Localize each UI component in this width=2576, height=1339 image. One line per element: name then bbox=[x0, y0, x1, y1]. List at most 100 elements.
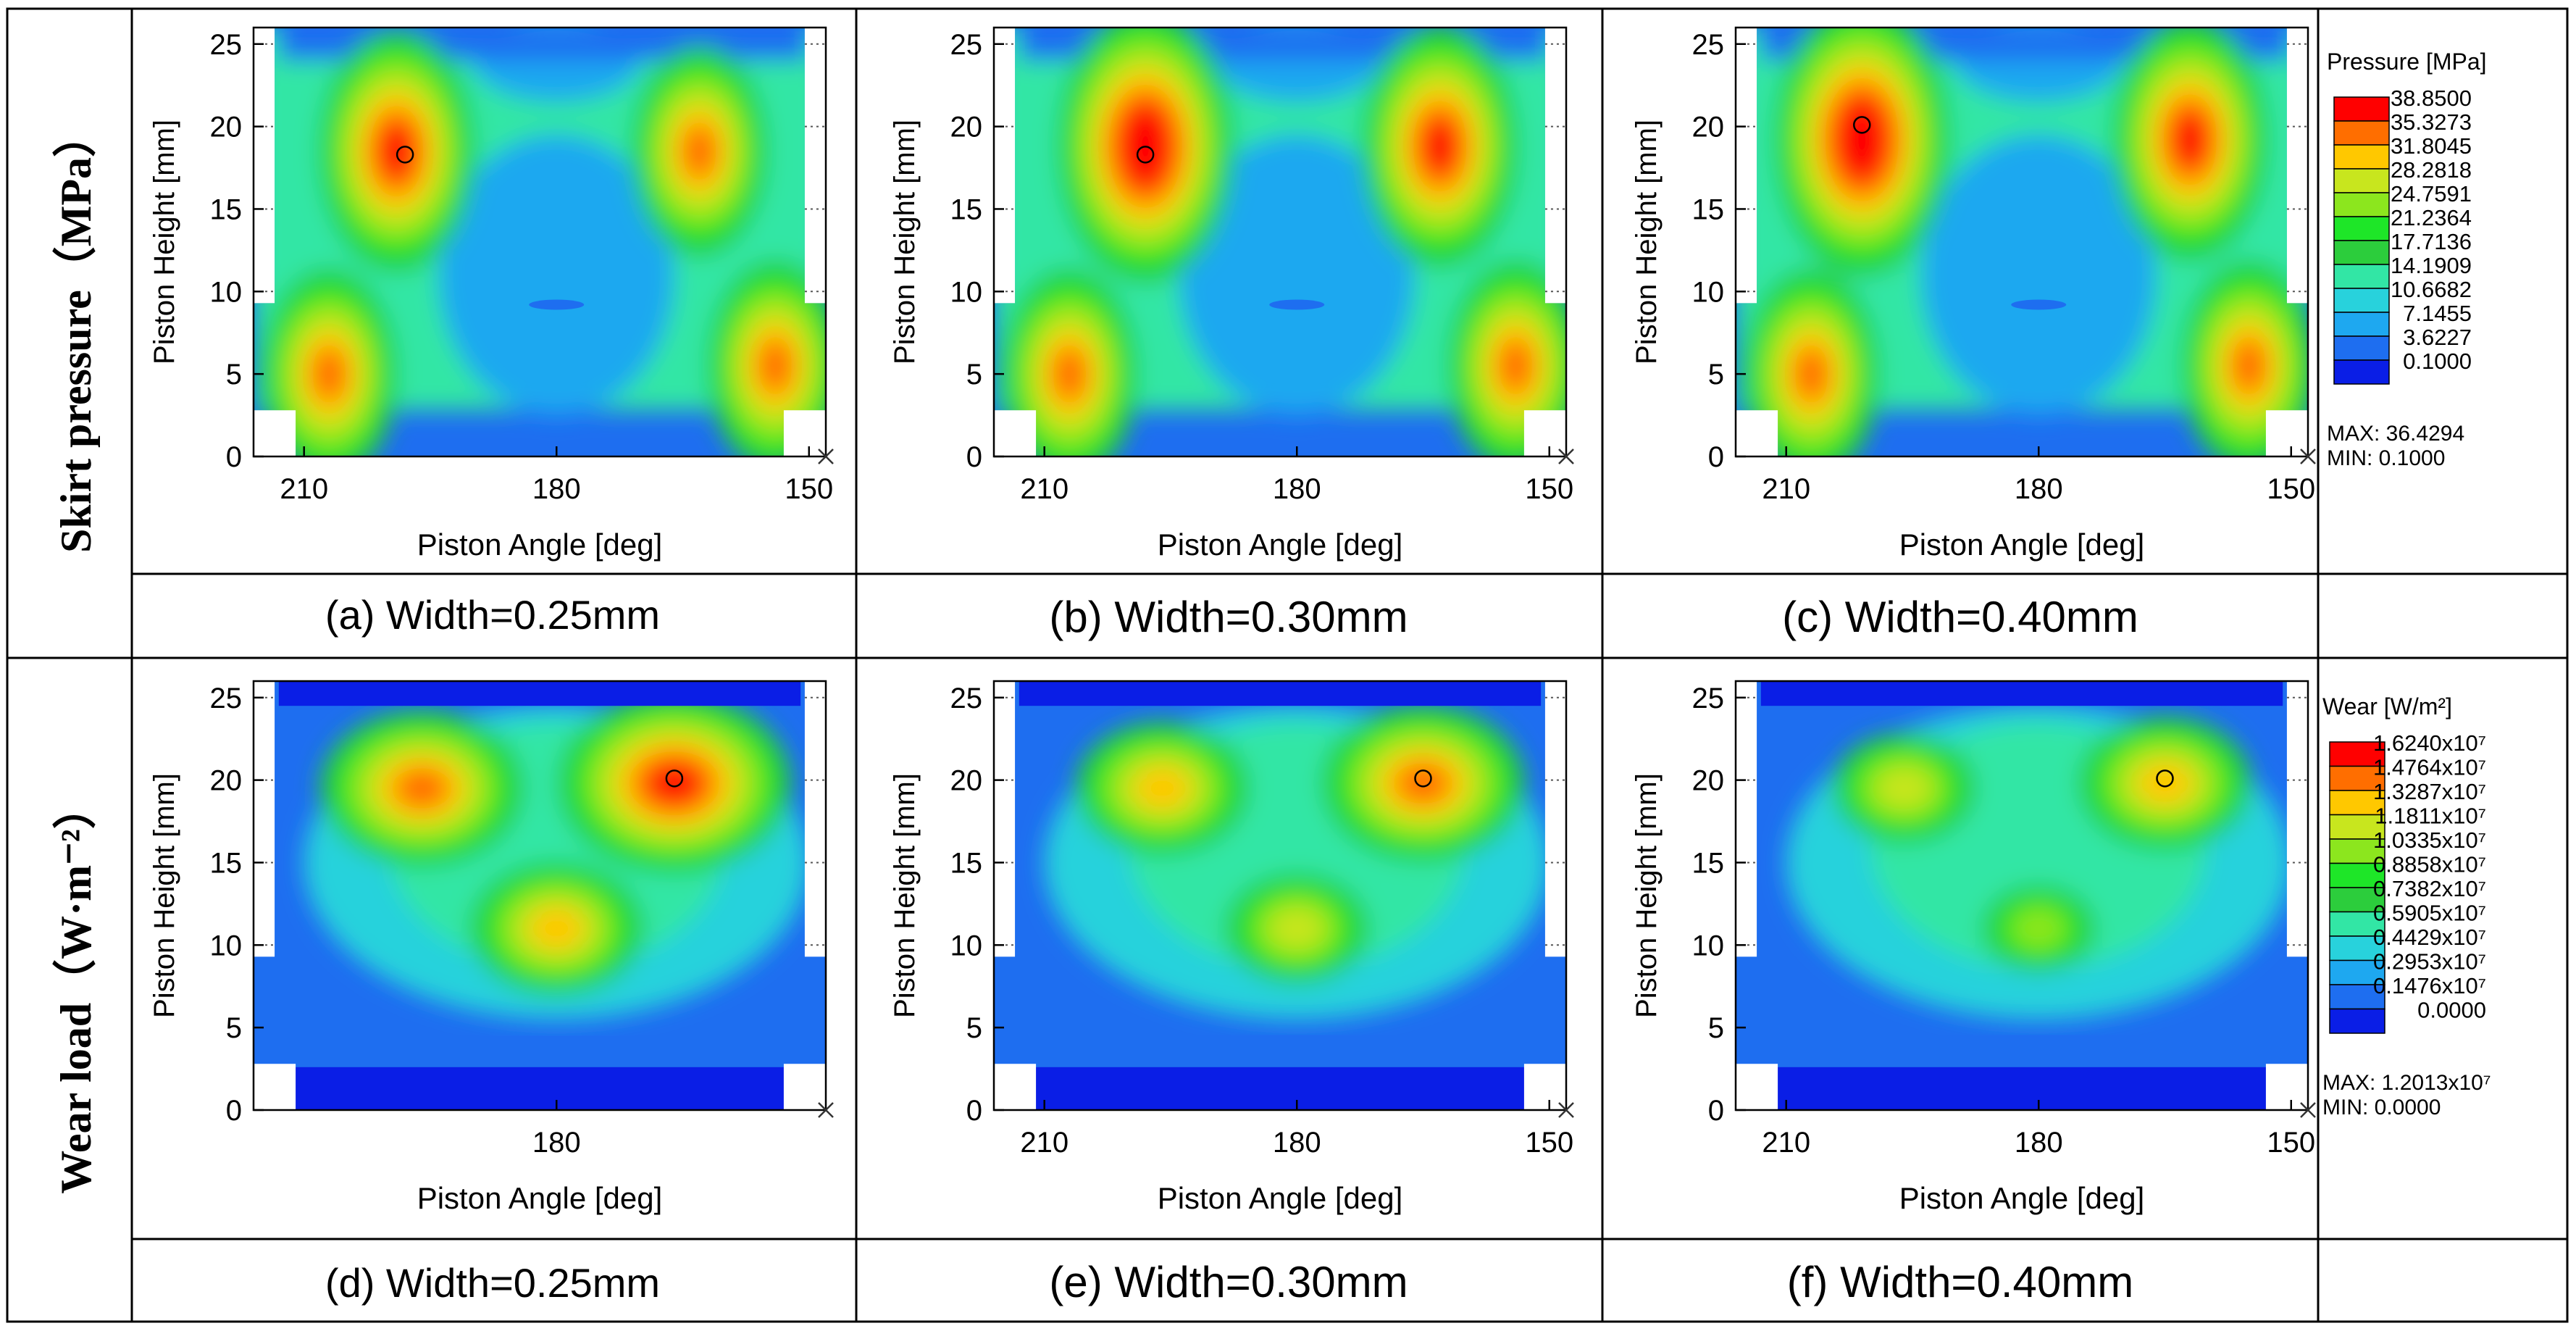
plot-d: 0 5 10 15 20 25 180 Piston Angle [deg] Piston He… bbox=[149, 680, 834, 1215]
legend-swatch bbox=[2329, 1008, 2385, 1034]
corner-mark bbox=[2300, 1102, 2316, 1118]
y-tick-label: 0 bbox=[966, 1095, 982, 1127]
legend-swatch bbox=[2333, 288, 2390, 313]
x-axis-label: Piston Angle [deg] bbox=[417, 527, 663, 562]
y-tick-label: 5 bbox=[226, 1012, 242, 1044]
max-marker bbox=[1414, 769, 1432, 788]
max-marker bbox=[1136, 146, 1155, 164]
y-tick-label: 10 bbox=[1692, 276, 1725, 308]
bottom-band bbox=[994, 1067, 1566, 1110]
caption-a: (a) Width=0.25mm bbox=[325, 592, 660, 638]
plot-a: 0 5 10 15 20 25 210 180 150 Piston Angle [deg] Pis… bbox=[149, 26, 834, 562]
contour-field bbox=[994, 681, 1566, 1110]
cutout-bottom-right bbox=[2265, 410, 2308, 456]
cutout-bottom-left bbox=[994, 1064, 1037, 1110]
cutout-bottom-left bbox=[994, 410, 1037, 456]
legend-swatch bbox=[2333, 264, 2390, 289]
y-tick-label: 25 bbox=[950, 29, 983, 61]
legend-swatch bbox=[2333, 312, 2390, 337]
max-marker bbox=[396, 146, 414, 164]
y-tick-label: 20 bbox=[210, 765, 243, 797]
contour-field bbox=[1736, 28, 2308, 456]
plot-c: 0 5 10 15 20 25 210 180 150 Piston Angle [deg] Pis… bbox=[1631, 26, 2316, 562]
y-tick-label: 5 bbox=[1708, 359, 1724, 391]
legend-min: MIN: 0.1000 bbox=[2327, 446, 2445, 470]
legend-value: 1.3287x10⁷ bbox=[2373, 779, 2486, 804]
cutout-bottom-left bbox=[254, 1064, 296, 1110]
top-band bbox=[1019, 681, 1542, 706]
legend-pressure: Pressure [MPa] 38.850035.327331.804528.28… bbox=[2327, 49, 2487, 470]
legend-swatch bbox=[2329, 862, 2385, 888]
contour-field bbox=[994, 28, 1566, 456]
cutout-bottom-left bbox=[1736, 410, 1778, 456]
center-spot bbox=[1269, 299, 1325, 310]
corner-mark bbox=[1558, 1102, 1574, 1118]
top-band bbox=[278, 681, 801, 706]
cutout-top-left bbox=[994, 681, 1016, 957]
y-tick-label: 20 bbox=[210, 112, 243, 143]
plot-frame bbox=[252, 26, 827, 458]
y-axis-label: Piston Height [mm] bbox=[1631, 120, 1663, 364]
y-tick-label: 25 bbox=[950, 683, 983, 714]
legend-swatch bbox=[2333, 359, 2390, 385]
cutout-bottom-left bbox=[254, 410, 296, 456]
y-tick-label: 10 bbox=[210, 276, 243, 308]
corner-mark bbox=[818, 449, 834, 464]
cutout-bottom-right bbox=[1523, 410, 1566, 456]
legend-value: 24.7591 bbox=[2391, 181, 2472, 207]
x-axis-label: Piston Angle [deg] bbox=[1899, 1181, 2145, 1215]
legend-value: 0.7382x10⁷ bbox=[2373, 876, 2486, 901]
legend-swatch bbox=[2329, 935, 2385, 962]
x-tick-label: 150 bbox=[1525, 1127, 1573, 1159]
y-axis-label: Piston Height [mm] bbox=[889, 120, 921, 364]
legend-value: 31.8045 bbox=[2391, 133, 2472, 159]
legend-value: 0.1476x10⁷ bbox=[2373, 973, 2486, 998]
y-tick-label: 5 bbox=[966, 359, 982, 391]
plot-frame bbox=[1734, 26, 2309, 458]
caption-d: (d) Width=0.25mm bbox=[325, 1260, 660, 1306]
plot-f: 0 5 10 15 20 25 210 180 150 Piston Angle [deg] Pis… bbox=[1631, 680, 2316, 1215]
caption-f: (f) Width=0.40mm bbox=[1787, 1258, 2133, 1306]
x-tick-label: 210 bbox=[1762, 473, 1810, 505]
y-tick-label: 20 bbox=[1692, 112, 1725, 143]
center-spot bbox=[2011, 299, 2067, 310]
legend-value: 21.2364 bbox=[2391, 205, 2472, 230]
y-tick-label: 0 bbox=[966, 441, 982, 473]
legend-swatch bbox=[2333, 240, 2390, 265]
bottom-band bbox=[254, 1067, 826, 1110]
plot-frame bbox=[252, 680, 827, 1111]
legend-value: 7.1455 bbox=[2403, 301, 2472, 326]
cutout-top-right bbox=[1544, 28, 1566, 304]
x-tick-label: 180 bbox=[1273, 1127, 1321, 1159]
legend-swatch bbox=[2333, 192, 2390, 217]
y-tick-label: 20 bbox=[950, 112, 983, 143]
cutout-top-right bbox=[1544, 681, 1566, 957]
x-tick-label: 180 bbox=[532, 473, 581, 505]
y-tick-label: 25 bbox=[1692, 683, 1725, 714]
cutout-bottom-right bbox=[783, 1064, 826, 1110]
x-tick-label: 210 bbox=[1762, 1127, 1810, 1159]
x-tick-label: 180 bbox=[2015, 1127, 2063, 1159]
legend-value: 10.6682 bbox=[2391, 277, 2472, 302]
x-tick-label: 210 bbox=[1020, 473, 1069, 505]
y-tick-label: 20 bbox=[950, 765, 983, 797]
legend-swatch bbox=[2329, 959, 2385, 985]
legend-swatch bbox=[2333, 216, 2390, 241]
y-axis-label: Piston Height [mm] bbox=[149, 773, 180, 1018]
table-grid bbox=[6, 7, 2569, 1323]
legend-value: 35.3273 bbox=[2391, 109, 2472, 135]
caption-e: (e) Width=0.30mm bbox=[1049, 1258, 1408, 1306]
legend-value: 14.1909 bbox=[2391, 253, 2472, 278]
x-axis-label: Piston Angle [deg] bbox=[1158, 527, 1403, 562]
legend-value: 0.4429x10⁷ bbox=[2373, 925, 2486, 950]
x-tick-label: 180 bbox=[1273, 473, 1321, 505]
legend-max: MAX: 1.2013x10⁷ bbox=[2322, 1071, 2491, 1095]
corner-mark bbox=[818, 1102, 834, 1118]
y-tick-label: 10 bbox=[1692, 930, 1725, 962]
y-tick-label: 5 bbox=[966, 1012, 982, 1044]
corner-mark bbox=[2300, 449, 2316, 464]
legend-value: 17.7136 bbox=[2391, 229, 2472, 254]
y-tick-label: 15 bbox=[210, 847, 243, 879]
plot-frame bbox=[992, 680, 1568, 1111]
x-tick-label: 150 bbox=[785, 473, 833, 505]
